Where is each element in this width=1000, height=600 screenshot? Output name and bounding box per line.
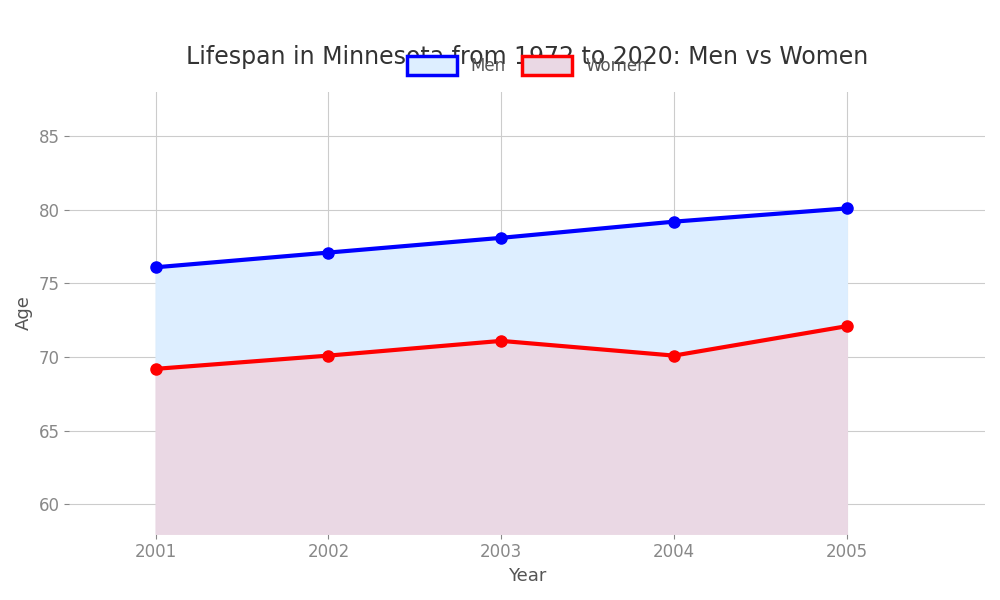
Women — [322, 352, 334, 359]
Line: Women: Women — [150, 320, 852, 374]
Men — [841, 205, 853, 212]
Men — [495, 234, 507, 241]
Line: Men: Men — [150, 203, 852, 273]
Women — [150, 365, 162, 373]
Title: Lifespan in Minnesota from 1972 to 2020: Men vs Women: Lifespan in Minnesota from 1972 to 2020:… — [186, 46, 868, 70]
Men — [150, 263, 162, 271]
Women — [668, 352, 680, 359]
Men — [322, 249, 334, 256]
Y-axis label: Age: Age — [15, 295, 33, 331]
X-axis label: Year: Year — [508, 567, 546, 585]
Legend: Men, Women: Men, Women — [398, 47, 656, 83]
Women — [841, 323, 853, 330]
Men — [668, 218, 680, 225]
Women — [495, 337, 507, 344]
